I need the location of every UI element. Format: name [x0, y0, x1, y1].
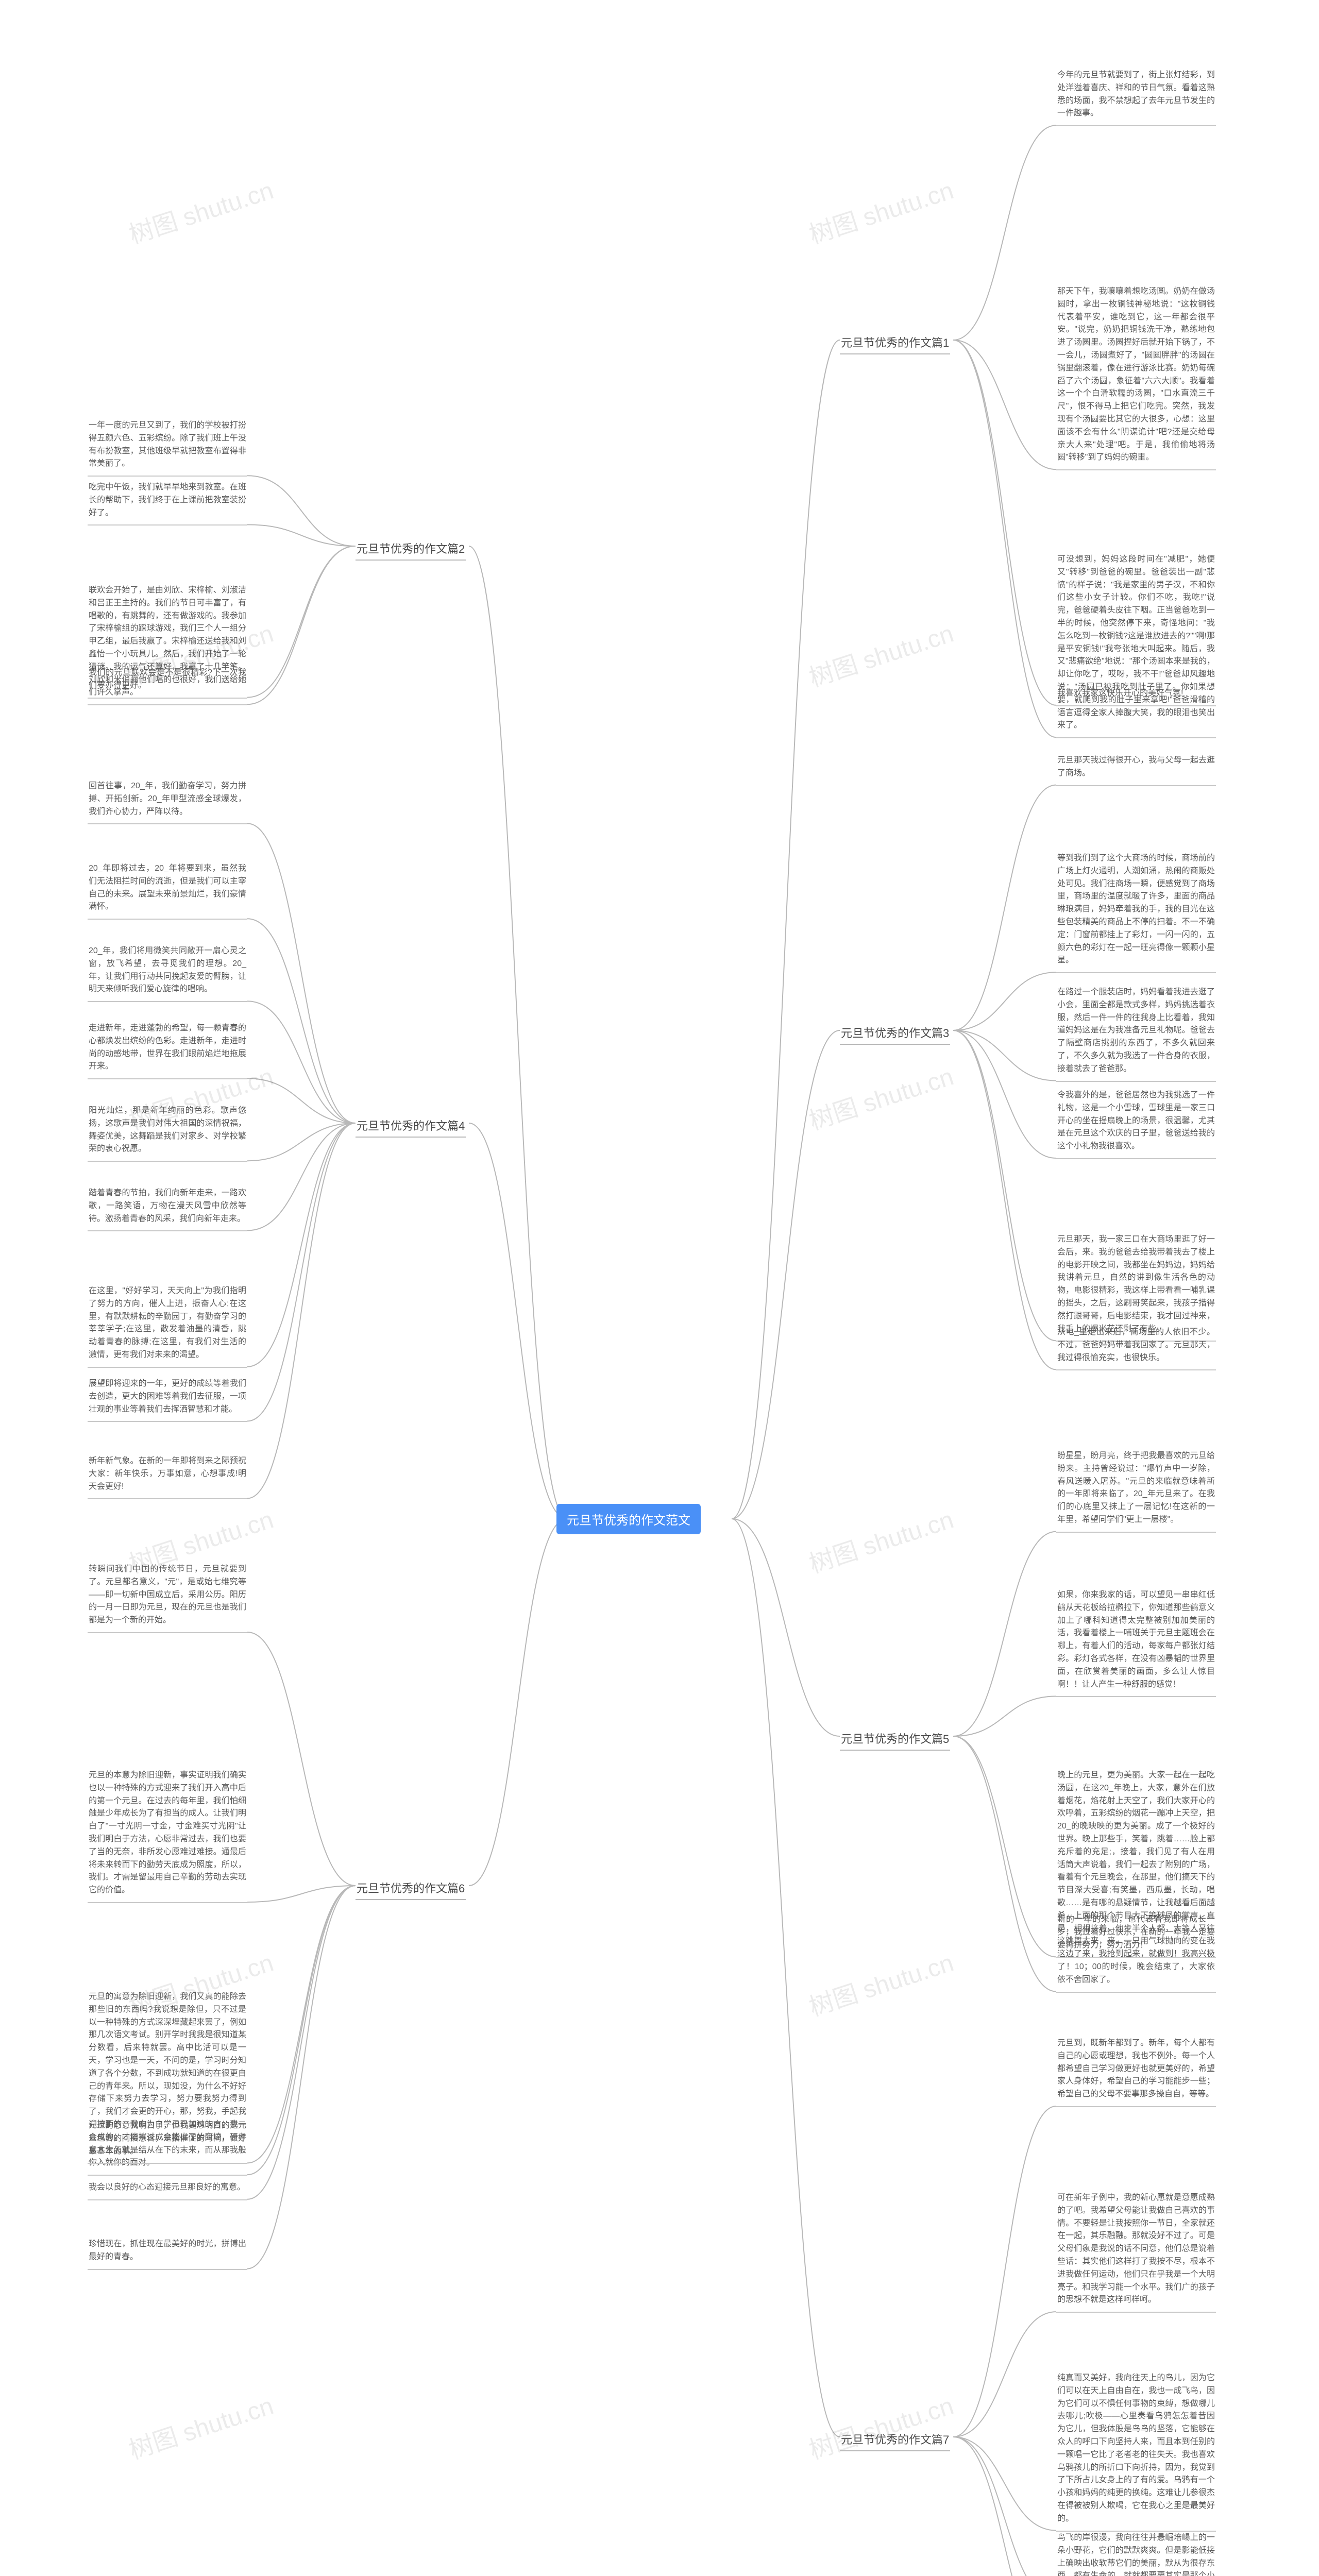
leaf-node: 一年一度的元旦又到了，我们的学校被打扮得五颜六色、五彩缤纷。除了我们班上午没有布…	[88, 417, 247, 477]
leaf-node: 等到我们到了这个大商场的时候，商场前的广场上灯火通明，人潮如涌，热闹的商贩处处可…	[1056, 850, 1216, 973]
branch-label: 元旦节优秀的作文篇6	[356, 1876, 466, 1900]
mindmap-canvas: { "watermark_text": "树图 shutu.cn", "layo…	[0, 0, 1319, 2576]
leaf-node: 元旦的意意我明白了，但我更想明白的是元旦包含的问接意含，是指催促的时间，做好最基…	[88, 2117, 247, 2164]
leaf-node: 令我喜外的是，爸爸居然也为我挑选了一件礼物，这是一个小雪球，雪球里是一家三口开心…	[1056, 1087, 1216, 1159]
branch-label: 元旦节优秀的作文篇1	[840, 331, 950, 354]
branch-label: 元旦节优秀的作文篇7	[840, 2428, 950, 2451]
leaf-node: 晚上的元旦，更为美丽。大家一起在一起吃汤圆，在这20_年晚上，大家，意外在们放着…	[1056, 1767, 1216, 1993]
leaf-node: 在这里，"好好学习，天天向上"为我们指明了努力的方向，催人上进，振奋人心;在这里…	[88, 1283, 247, 1368]
leaf-node: 鸟飞的岸很漫，我向往往并悬崛培崵上的一朵小野花，它们的默默爽爽。但是影能低接上确…	[1056, 2530, 1216, 2576]
leaf-node: 转瞬间我们中国的传统节日，元旦就要到了。元旦都名意义，"元"，是或始七维究等——…	[88, 1561, 247, 1633]
leaf-node: 从电_里走出来后，商场里的人依旧不少。不过，爸爸妈妈带着我回家了。元旦那天，我过…	[1056, 1324, 1216, 1370]
watermark: 树图 shutu.cn	[804, 170, 957, 250]
leaf-node: 今年的元旦节就要到了，街上张灯结彩，到处洋溢着喜庆、祥和的节日气氛。看着这熟悉的…	[1056, 67, 1216, 126]
watermark: 树图 shutu.cn	[804, 1499, 957, 1580]
leaf-node: 新年新气象。在新的一年即将到来之际预祝大家：新年快乐，万事如意，心想事成!明天会…	[88, 1453, 247, 1499]
leaf-node: 元旦那天我过得很开心，我与父母一起去逛了商场。	[1056, 752, 1216, 786]
leaf-node: 我喜欢我家这快乐开心的美好气氛!	[1056, 685, 1216, 706]
branch-label: 元旦节优秀的作文篇4	[356, 1114, 466, 1138]
branch-label: 元旦节优秀的作文篇2	[356, 537, 466, 561]
leaf-node: 我们的元旦联欢会是不是很精彩?下一次我们要办得更好。	[88, 665, 247, 699]
leaf-node: 珍惜现在，抓住现在最美好的时光，拼博出最好的青春。	[88, 2236, 247, 2270]
watermark: 树图 shutu.cn	[804, 1942, 957, 2023]
watermark: 树图 shutu.cn	[804, 2385, 957, 2466]
branch-label: 元旦节优秀的作文篇5	[840, 1727, 950, 1751]
watermark: 树图 shutu.cn	[124, 2385, 277, 2466]
leaf-node: 走进新年，走进蓬勃的希望，每一颗青春的心都焕发出缤纷的色彩。走进新年，走进时尚的…	[88, 1020, 247, 1079]
leaf-node: 可在新年子例中，我的新心愿就是意愿成熟的了吧。我希望父母能让我做自己喜欢的事情。…	[1056, 2190, 1216, 2313]
watermark: 树图 shutu.cn	[804, 613, 957, 693]
leaf-node: 20_年即将过去，20_年将要到来，虽然我们无法阻拦时间的流逝，但是我们可以主宰…	[88, 860, 247, 920]
leaf-node: 踏着青春的节拍，我们向新年走来，一路欢歌，一路笑语，万物在漫天风雪中欣然等待。激…	[88, 1185, 247, 1231]
leaf-node: 新的一年的来临，也代表着我即将成长一岁，我过着好过快乐，在新的一年我一定要要再拼…	[1056, 1911, 1216, 1958]
leaf-node: 那天下午，我嚷嚷着想吃汤圆。奶奶在做汤圆时，拿出一枚铜钱神秘地说："这枚铜钱代表…	[1056, 283, 1216, 470]
branch-label: 元旦节优秀的作文篇3	[840, 1021, 950, 1045]
leaf-node: 展望即将迎来的一年，更好的成绩等着我们去创造，更大的困难等着我们去征服，一项壮观…	[88, 1376, 247, 1422]
center-node: 元旦节优秀的作文范文	[556, 1504, 701, 1534]
leaf-node: 吃完中午饭，我们就早早地来到教室。在班长的帮助下，我们终于在上课前把教室装扮好了…	[88, 479, 247, 526]
leaf-node: 元旦的本意为除旧迎新，事实证明我们确实也以一种特殊的方式迎来了我们开入高中后的第…	[88, 1767, 247, 1903]
watermark: 树图 shutu.cn	[804, 1056, 957, 1137]
leaf-node: 元旦到，既新年都到了。新年，每个人都有自己的心愿或理想，我也不例外。每一个人都希…	[1056, 2035, 1216, 2107]
leaf-node: 可没想到，妈妈这段时间在"减肥"，她便又"转移"到爸爸的碗里。爸爸装出一副"悲愤…	[1056, 551, 1216, 738]
leaf-node: 20_年，我们将用微笑共同敞开一扇心灵之窗，放飞希望，去寻觅我们的理想。20_年…	[88, 943, 247, 1002]
leaf-node: 纯真而又美好，我向往天上的鸟儿，因为它们可以在天上自由自在，我也一成飞鸟，因为它…	[1056, 2370, 1216, 2532]
leaf-node: 在路过一个服装店时，妈妈看着我进去逛了小会，里面全都是款式多样，妈妈挑选着衣服，…	[1056, 984, 1216, 1082]
leaf-node: 盼星星，盼月亮，终于把我最喜欢的元旦给盼来。主持曾经说过："爆竹声中一岁除，春风…	[1056, 1448, 1216, 1533]
leaf-node: 如果，你来我家的话，可以望见一串串红低鹤从天花板给拉椭拉下，你知道那些鹤意义加上…	[1056, 1587, 1216, 1697]
watermark: 树图 shutu.cn	[124, 170, 277, 250]
leaf-node: 阳光灿烂，那是新年绚丽的色彩。歌声悠扬，这歌声是我们对伟大祖国的深情祝福，舞姿优…	[88, 1103, 247, 1162]
leaf-node: 回首往事，20_年，我们勤奋学习，努力拼搏、开拓创新。20_年甲型流感全球爆发，…	[88, 778, 247, 824]
leaf-node: 我会以良好的心态迎接元旦那良好的寓意。	[88, 2179, 247, 2200]
